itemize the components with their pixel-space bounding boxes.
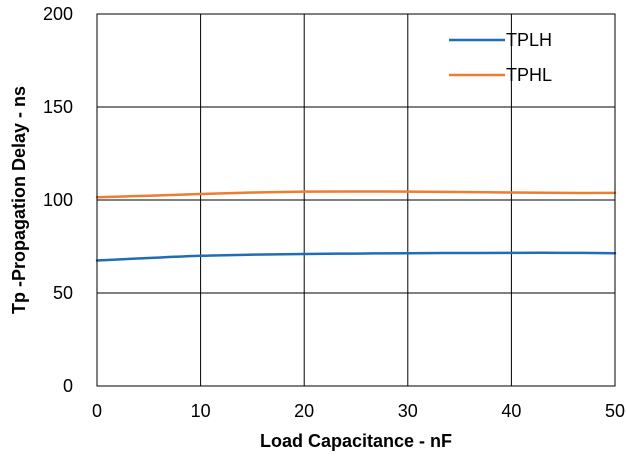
x-tick-label: 50 (605, 401, 625, 421)
series-line-tphl (95, 190, 617, 199)
series-layer (95, 190, 617, 262)
y-tick-labels: 0 50 100 150 200 (43, 4, 73, 396)
y-tick-label: 50 (53, 283, 73, 303)
y-tick-label: 100 (43, 190, 73, 210)
x-tick-labels: 0 10 20 30 40 50 (92, 401, 625, 421)
legend: TPLH TPHL (449, 30, 552, 85)
x-axis-title: Load Capacitance - nF (260, 431, 452, 451)
x-tick-label: 10 (191, 401, 211, 421)
x-tick-label: 30 (398, 401, 418, 421)
legend-label-tplh: TPLH (506, 30, 552, 50)
y-tick-label: 0 (63, 376, 73, 396)
series-line-tplh (95, 251, 617, 262)
x-tick-label: 40 (501, 401, 521, 421)
y-axis-title: Tp -Propagation Delay - ns (9, 86, 29, 314)
y-tick-label: 150 (43, 97, 73, 117)
legend-label-tphl: TPHL (506, 65, 552, 85)
plot-frame (96, 13, 616, 387)
x-tick-label: 20 (294, 401, 314, 421)
y-tick-label: 200 (43, 4, 73, 24)
x-tick-label: 0 (92, 401, 102, 421)
